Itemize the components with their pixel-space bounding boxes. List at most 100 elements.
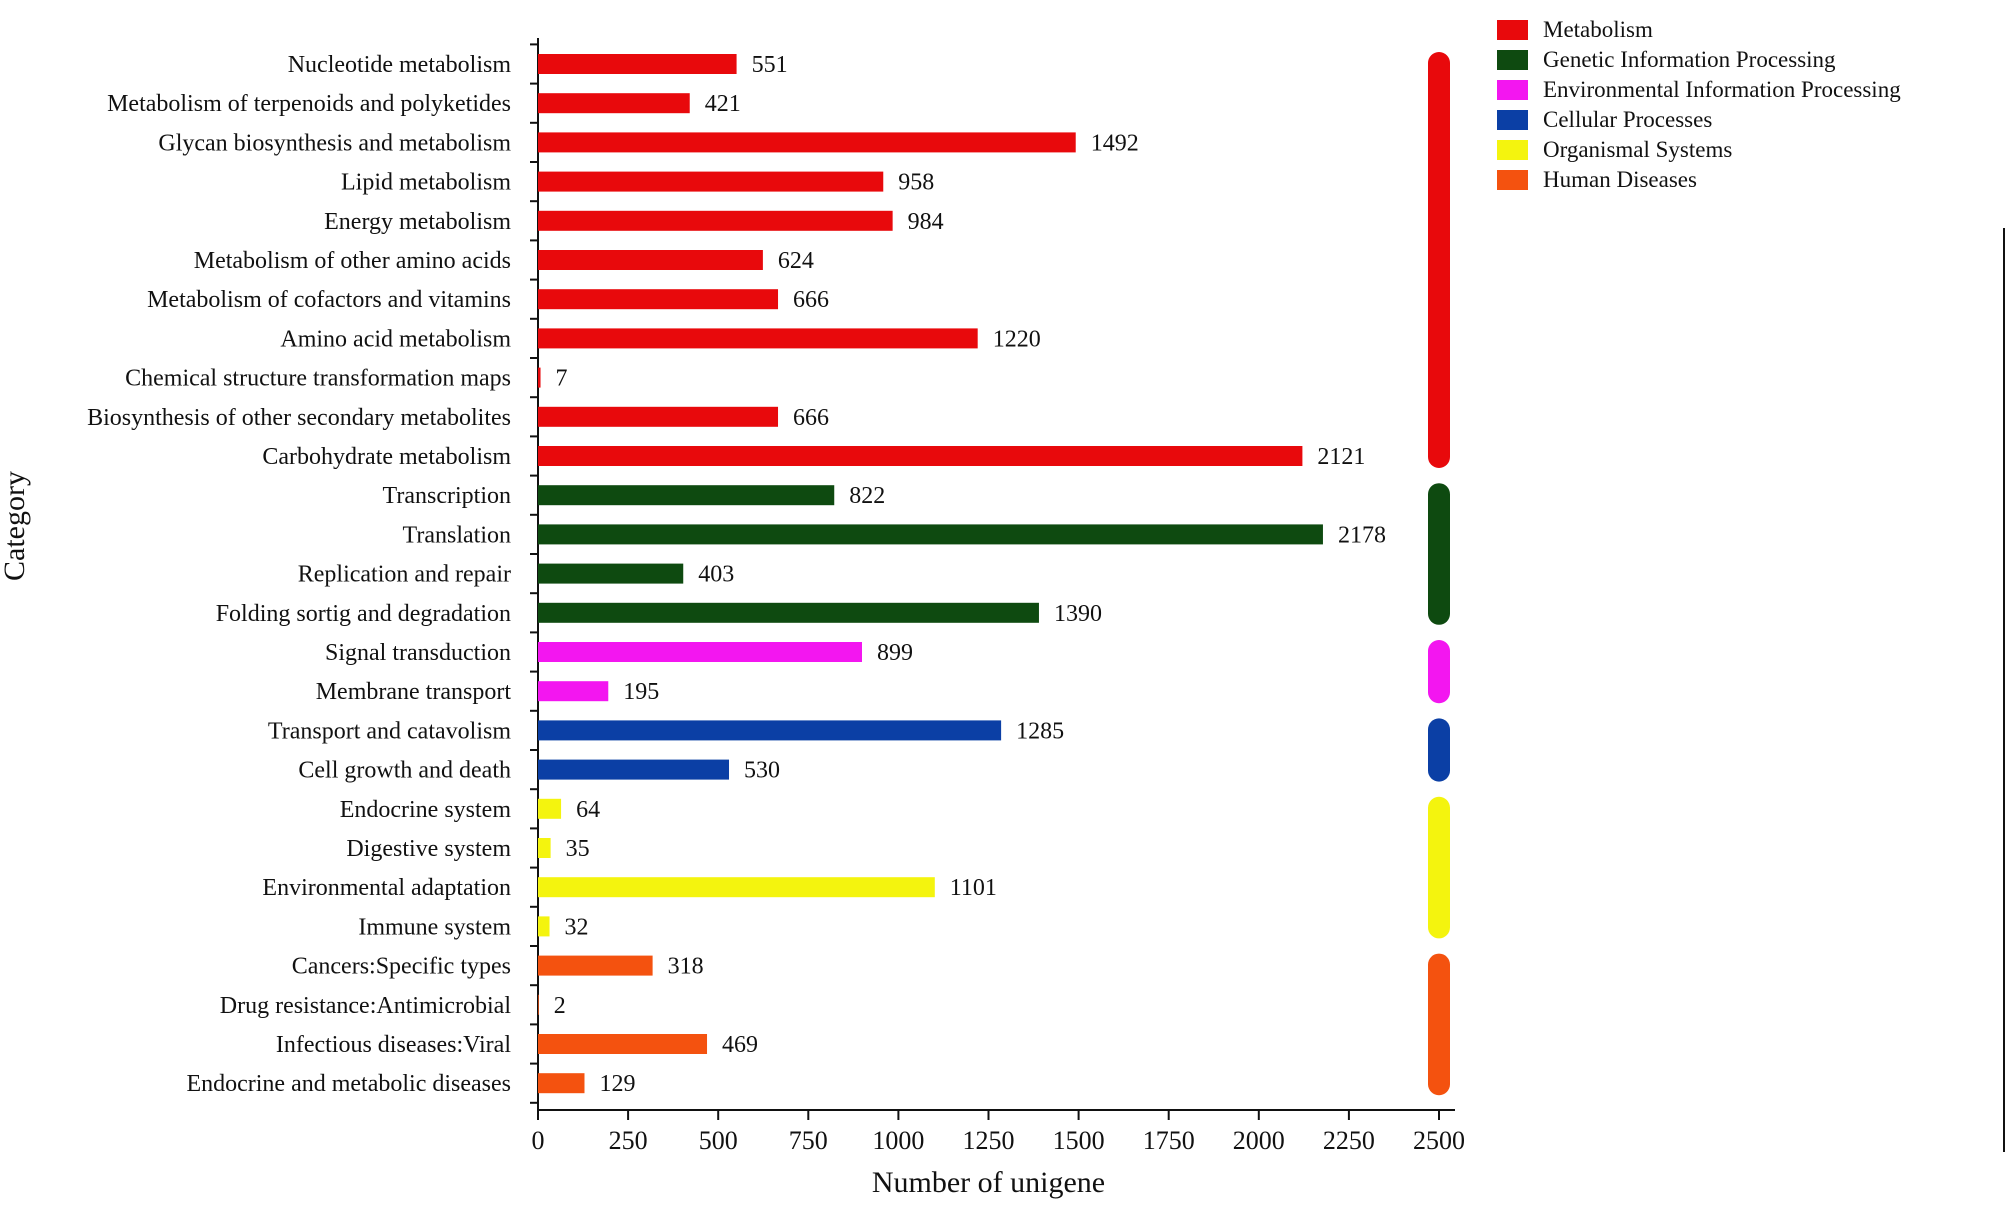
x-tick-label: 2500 — [1413, 1126, 1465, 1155]
bar — [538, 681, 609, 702]
group-bracket — [1428, 796, 1450, 939]
value-label: 624 — [778, 248, 814, 274]
category-label: Transport and catavolism — [268, 718, 511, 744]
x-tick-label: 1000 — [872, 1126, 924, 1155]
legend-label: Environmental Information Processing — [1543, 77, 1901, 102]
value-label: 551 — [752, 52, 788, 78]
bar — [538, 798, 562, 819]
bar — [538, 602, 1039, 623]
category-label: Cancers:Specific types — [292, 954, 511, 980]
category-label: Signal transduction — [325, 640, 511, 666]
x-tick-label: 1500 — [1053, 1126, 1105, 1155]
value-label: 469 — [722, 1032, 758, 1058]
value-label: 1285 — [1016, 718, 1064, 744]
bar — [538, 563, 684, 584]
x-tick-label: 2000 — [1233, 1126, 1285, 1155]
bar — [538, 328, 978, 349]
x-tick-label: 500 — [699, 1126, 738, 1155]
category-label: Cell growth and death — [298, 758, 511, 784]
category-label: Amino acid metabolism — [280, 326, 511, 352]
value-label: 984 — [908, 209, 944, 235]
value-label: 822 — [849, 483, 885, 509]
group-bracket — [1428, 640, 1450, 704]
value-label: 2121 — [1317, 444, 1365, 470]
x-tick-label: 1750 — [1143, 1126, 1195, 1155]
value-label: 1492 — [1091, 130, 1139, 156]
bar — [538, 446, 1303, 466]
bar — [538, 524, 1323, 545]
bar — [538, 1073, 585, 1094]
category-label: Lipid metabolism — [341, 170, 511, 196]
value-label: 958 — [898, 170, 934, 196]
category-label: Biosynthesis of other secondary metaboli… — [87, 405, 511, 431]
x-tick-label: 2250 — [1323, 1126, 1375, 1155]
x-tick-label: 750 — [789, 1126, 828, 1155]
value-label: 35 — [566, 836, 590, 862]
category-label: Endocrine and metabolic diseases — [186, 1071, 511, 1097]
bar — [538, 994, 539, 1015]
y-axis-title: Category — [0, 471, 31, 581]
legend-swatch — [1497, 110, 1528, 130]
legend-swatch — [1497, 20, 1528, 40]
category-label: Translation — [403, 522, 511, 548]
bar — [538, 877, 935, 898]
category-label: Immune system — [358, 914, 511, 940]
bar — [538, 838, 551, 858]
category-label: Transcription — [383, 483, 511, 509]
value-label: 1390 — [1054, 601, 1102, 627]
value-label: 1101 — [950, 875, 997, 901]
bar — [538, 210, 893, 231]
category-label: Energy metabolism — [324, 209, 511, 235]
legend-swatch — [1497, 80, 1528, 100]
legend-label: Metabolism — [1543, 17, 1653, 42]
x-tick-label: 1250 — [963, 1126, 1015, 1155]
category-label: Carbohydrate metabolism — [262, 444, 511, 470]
value-label: 129 — [599, 1071, 635, 1097]
legend-label: Organismal Systems — [1543, 137, 1732, 162]
group-bracket — [1428, 953, 1450, 1096]
value-label: 318 — [668, 954, 704, 980]
value-label: 666 — [793, 287, 829, 313]
value-label: 32 — [565, 914, 589, 940]
value-label: 2 — [554, 993, 566, 1019]
legend-label: Genetic Information Processing — [1543, 47, 1836, 72]
legend-swatch — [1497, 170, 1528, 190]
legend-swatch — [1497, 50, 1528, 70]
legend-label: Human Diseases — [1543, 167, 1697, 192]
bar — [538, 171, 884, 192]
bar — [538, 642, 862, 662]
value-label: 530 — [744, 758, 780, 784]
category-label: Environmental adaptation — [262, 875, 511, 901]
bar — [538, 367, 541, 388]
bar — [538, 406, 779, 427]
category-label: Infectious diseases:Viral — [276, 1032, 511, 1058]
value-label: 899 — [877, 640, 913, 666]
bar — [538, 759, 730, 780]
value-label: 1220 — [993, 326, 1041, 352]
value-label: 7 — [556, 366, 568, 392]
bar — [538, 54, 737, 74]
legend-swatch — [1497, 140, 1528, 160]
value-label: 2178 — [1338, 522, 1386, 548]
bar — [538, 289, 779, 310]
category-label: Folding sortig and degradation — [216, 601, 511, 627]
bar — [538, 720, 1002, 741]
bar — [538, 485, 835, 506]
category-label: Glycan biosynthesis and metabolism — [158, 130, 511, 156]
bar — [538, 93, 690, 114]
bar — [538, 1034, 708, 1054]
category-label: Chemical structure transformation maps — [125, 366, 511, 392]
value-label: 403 — [698, 562, 734, 588]
category-label: Digestive system — [346, 836, 511, 862]
bar — [538, 250, 763, 270]
group-bracket — [1428, 52, 1450, 468]
bar — [538, 955, 653, 976]
category-label: Drug resistance:Antimicrobial — [220, 993, 512, 1019]
x-tick-label: 250 — [609, 1126, 648, 1155]
category-label: Membrane transport — [316, 679, 512, 705]
x-tick-label: 0 — [532, 1126, 545, 1155]
value-label: 64 — [576, 797, 600, 823]
category-label: Metabolism of other amino acids — [194, 248, 511, 274]
legend-label: Cellular Processes — [1543, 107, 1712, 132]
